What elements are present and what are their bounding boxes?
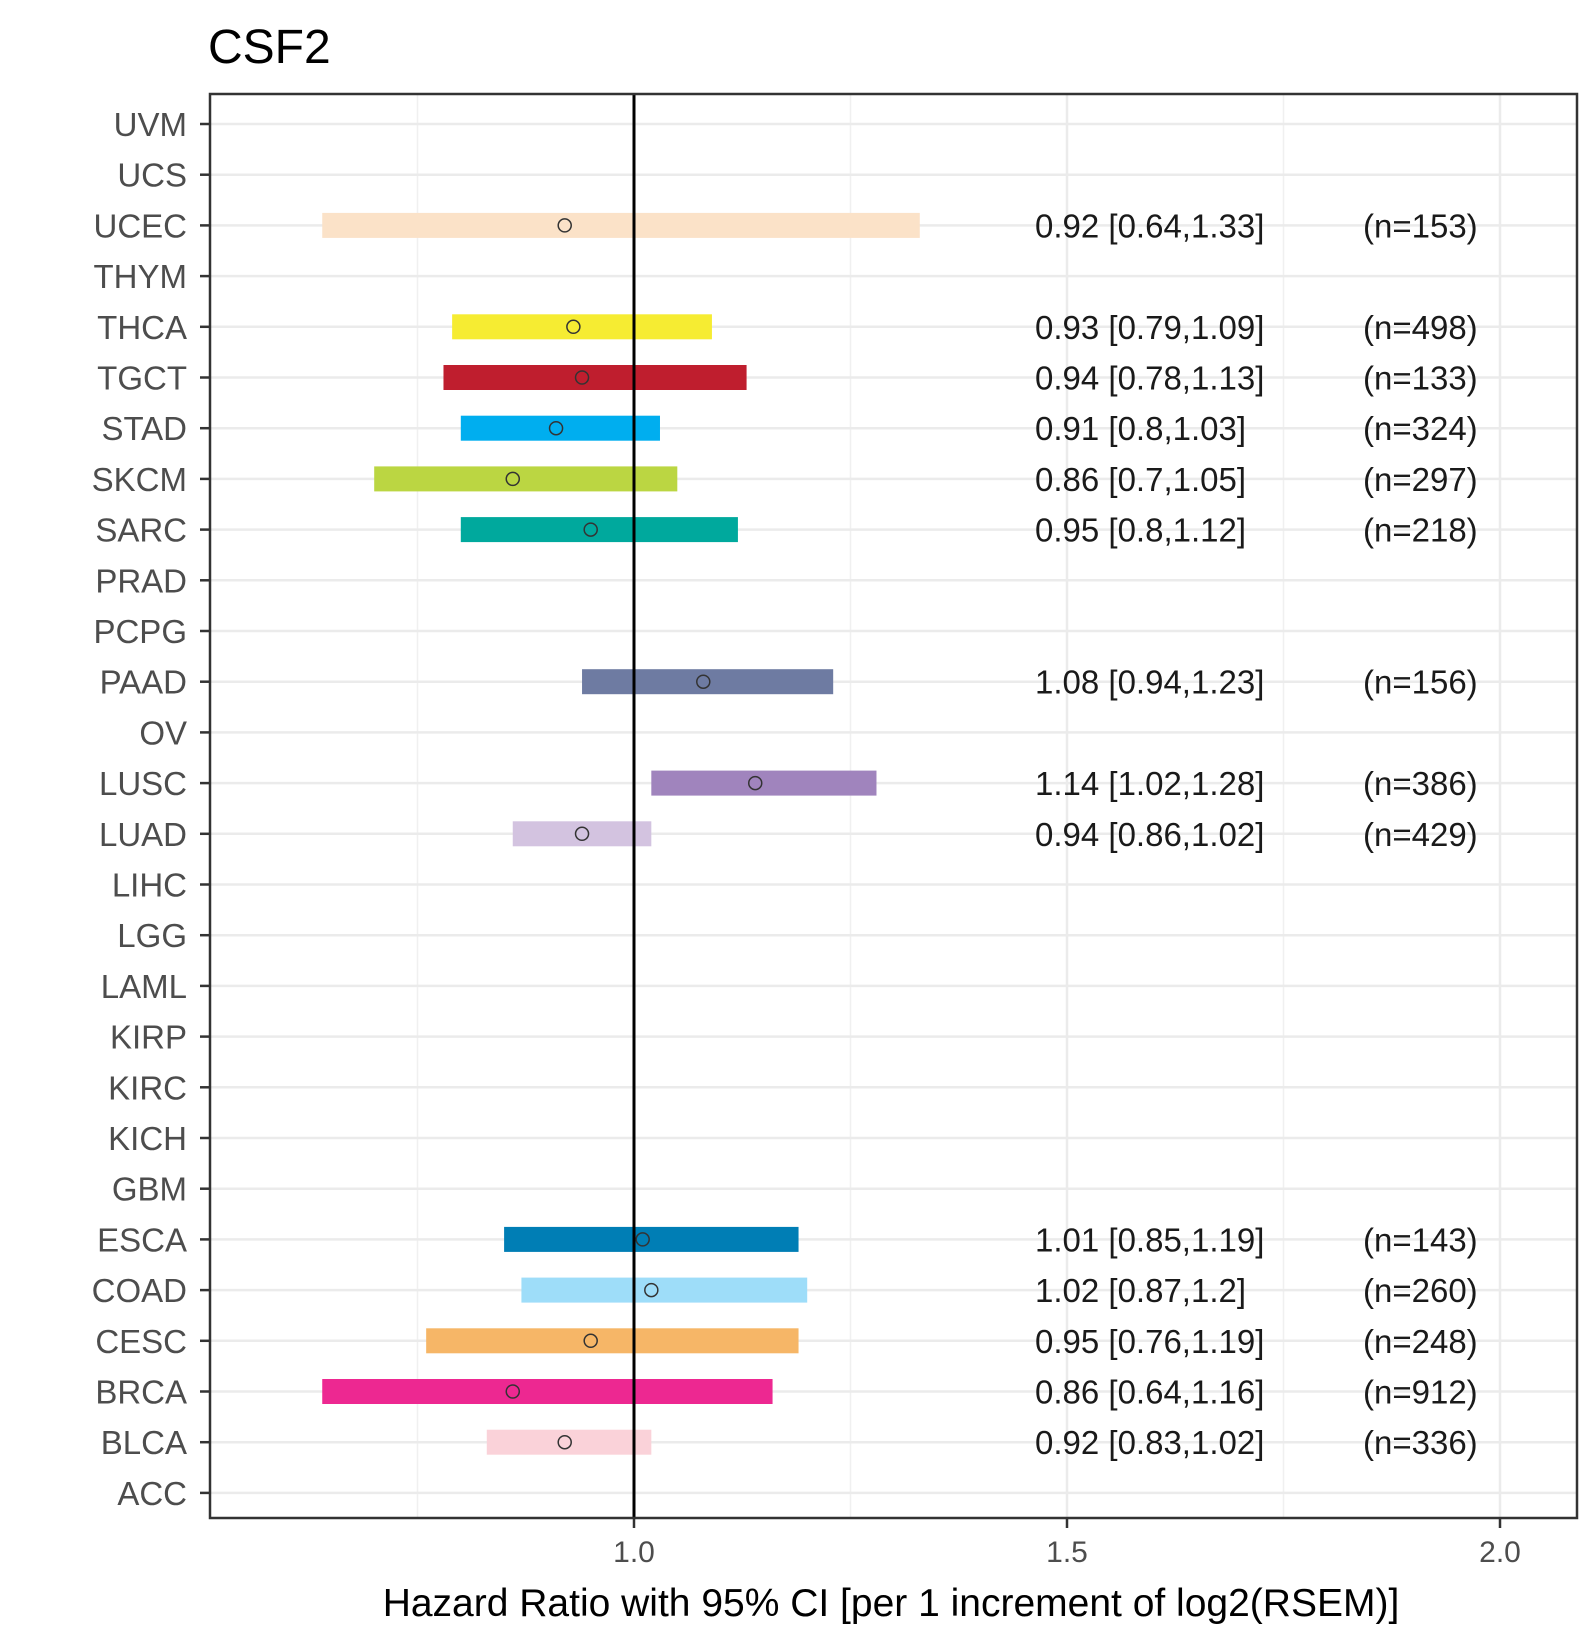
hr-point-cesc (583, 1333, 598, 1349)
y-label-thca: THCA (97, 309, 187, 346)
hr-point-brca (505, 1384, 521, 1399)
ci-bar-brca (322, 1379, 773, 1404)
y-label-laml: LAML (101, 968, 187, 1005)
n-label-tgct: (n=133) (1363, 360, 1478, 397)
n-label-sarc: (n=218) (1363, 512, 1478, 549)
ci-bar-esca (504, 1226, 799, 1252)
panel-border (208, 92, 1579, 1520)
minor-gridlines (416, 94, 1285, 1518)
ci-bar-stad (460, 415, 660, 441)
y-label-pcpg: PCPG (93, 613, 187, 650)
ci-bar-lusc (651, 770, 877, 796)
x-axis: 1.0 1.5 2.0 (613, 1518, 1521, 1569)
y-label-ov: OV (139, 714, 187, 751)
ci-label-paad: 1.08 [0.94,1.23] (1035, 664, 1264, 701)
ci-label-lusc: 1.14 [1.02,1.28] (1035, 765, 1264, 802)
hr-point-luad (574, 826, 590, 842)
y-label-blca: BLCA (101, 1424, 187, 1461)
ci-label-ucec: 0.92 [0.64,1.33] (1035, 207, 1264, 244)
n-label-stad: (n=324) (1363, 410, 1478, 447)
hr-point-skcm (505, 471, 521, 487)
ci-bar-thca (452, 314, 712, 340)
n-label-lusc: (n=386) (1363, 765, 1478, 802)
n-label-blca: (n=336) (1363, 1424, 1478, 1461)
hr-point-lusc (747, 775, 763, 791)
n-label-luad: (n=429) (1363, 816, 1478, 853)
ci-label-thca: 0.93 [0.79,1.09] (1035, 309, 1264, 346)
n-label-paad: (n=156) (1363, 664, 1478, 701)
ci-label-coad: 1.02 [0.87,1.2] (1035, 1272, 1246, 1309)
y-label-uvm: UVM (114, 106, 187, 143)
y-label-kich: KICH (108, 1120, 187, 1157)
hr-point-thca (566, 319, 581, 335)
y-label-paad: PAAD (100, 664, 187, 701)
n-label-coad: (n=260) (1363, 1272, 1478, 1309)
ci-label-brca: 0.86 [0.64,1.16] (1035, 1374, 1264, 1411)
y-label-lusc: LUSC (99, 765, 187, 802)
n-label-ucec: (n=153) (1363, 207, 1478, 244)
y-label-tgct: TGCT (97, 360, 187, 397)
hr-point-tgct (574, 370, 590, 385)
ci-bar-blca (486, 1429, 652, 1455)
ci-label-sarc: 0.95 [0.8,1.12] (1035, 512, 1246, 549)
y-label-ucec: UCEC (93, 207, 187, 244)
hr-point-esca (635, 1232, 650, 1247)
ci-bar-luad (512, 821, 652, 847)
y-label-stad: STAD (101, 410, 187, 447)
x-tick-label: 1.0 (613, 1536, 655, 1569)
n-label-cesc: (n=248) (1363, 1323, 1478, 1360)
y-label-cesc: CESC (95, 1323, 187, 1360)
ci-label-luad: 0.94 [0.86,1.02] (1035, 816, 1264, 853)
ci-label-stad: 0.91 [0.8,1.03] (1035, 410, 1246, 447)
ci-label-esca: 1.01 [0.85,1.19] (1035, 1221, 1264, 1258)
x-axis-title: Hazard Ratio with 95% CI [per 1 incremen… (383, 1582, 1400, 1625)
y-label-brca: BRCA (95, 1374, 187, 1411)
n-label-brca: (n=912) (1363, 1374, 1478, 1411)
ci-bars (322, 212, 920, 1455)
y-label-gbm: GBM (112, 1171, 187, 1208)
hr-point-stad (548, 420, 564, 436)
hr-point-sarc (583, 522, 598, 537)
y-label-coad: COAD (92, 1272, 187, 1309)
y-label-luad: LUAD (99, 816, 187, 853)
y-label-skcm: SKCM (92, 461, 187, 498)
ci-bar-tgct (443, 365, 747, 390)
hr-point-paad (696, 674, 711, 689)
y-label-thym: THYM (94, 258, 188, 295)
hr-point-blca (557, 1434, 572, 1450)
y-label-acc: ACC (117, 1475, 187, 1512)
ci-label-blca: 0.92 [0.83,1.02] (1035, 1424, 1264, 1461)
hr-points (505, 218, 763, 1450)
ci-bar-coad (521, 1277, 808, 1303)
x-tick-label: 2.0 (1479, 1536, 1521, 1569)
ci-bar-cesc (426, 1328, 799, 1354)
n-label-esca: (n=143) (1363, 1221, 1478, 1258)
hr-point-ucec (557, 218, 572, 233)
x-tick-label: 1.5 (1046, 1536, 1088, 1569)
n-label-skcm: (n=297) (1363, 461, 1478, 498)
annotations: 0.92 [0.64,1.33] (n=153) 0.93 [0.79,1.09] (… (1035, 207, 1478, 1461)
chart-title: CSF2 (208, 21, 331, 74)
ci-bar-skcm (374, 466, 678, 492)
y-label-lihc: LIHC (112, 867, 187, 904)
y-label-prad: PRAD (95, 562, 187, 599)
major-gridlines (210, 94, 1577, 1518)
ci-bar-paad (582, 669, 834, 695)
ci-bar-ucec (322, 212, 920, 238)
ci-label-skcm: 0.86 [0.7,1.05] (1035, 461, 1246, 498)
y-label-kirc: KIRC (108, 1069, 187, 1106)
y-label-sarc: SARC (95, 512, 187, 549)
n-label-thca: (n=498) (1363, 309, 1478, 346)
ci-label-tgct: 0.94 [0.78,1.13] (1035, 360, 1264, 397)
y-label-ucs: UCS (117, 157, 187, 194)
y-axis: UVM UCS UCEC THYM THCA TGCT STAD SKCM SARC PRAD PC… (92, 106, 210, 1512)
y-label-lgg: LGG (117, 917, 187, 954)
ci-bar-sarc (460, 517, 738, 543)
y-label-esca: ESCA (97, 1221, 187, 1258)
ci-label-cesc: 0.95 [0.76,1.19] (1035, 1323, 1264, 1360)
hr-point-coad (644, 1282, 659, 1298)
y-label-kirp: KIRP (110, 1019, 187, 1056)
